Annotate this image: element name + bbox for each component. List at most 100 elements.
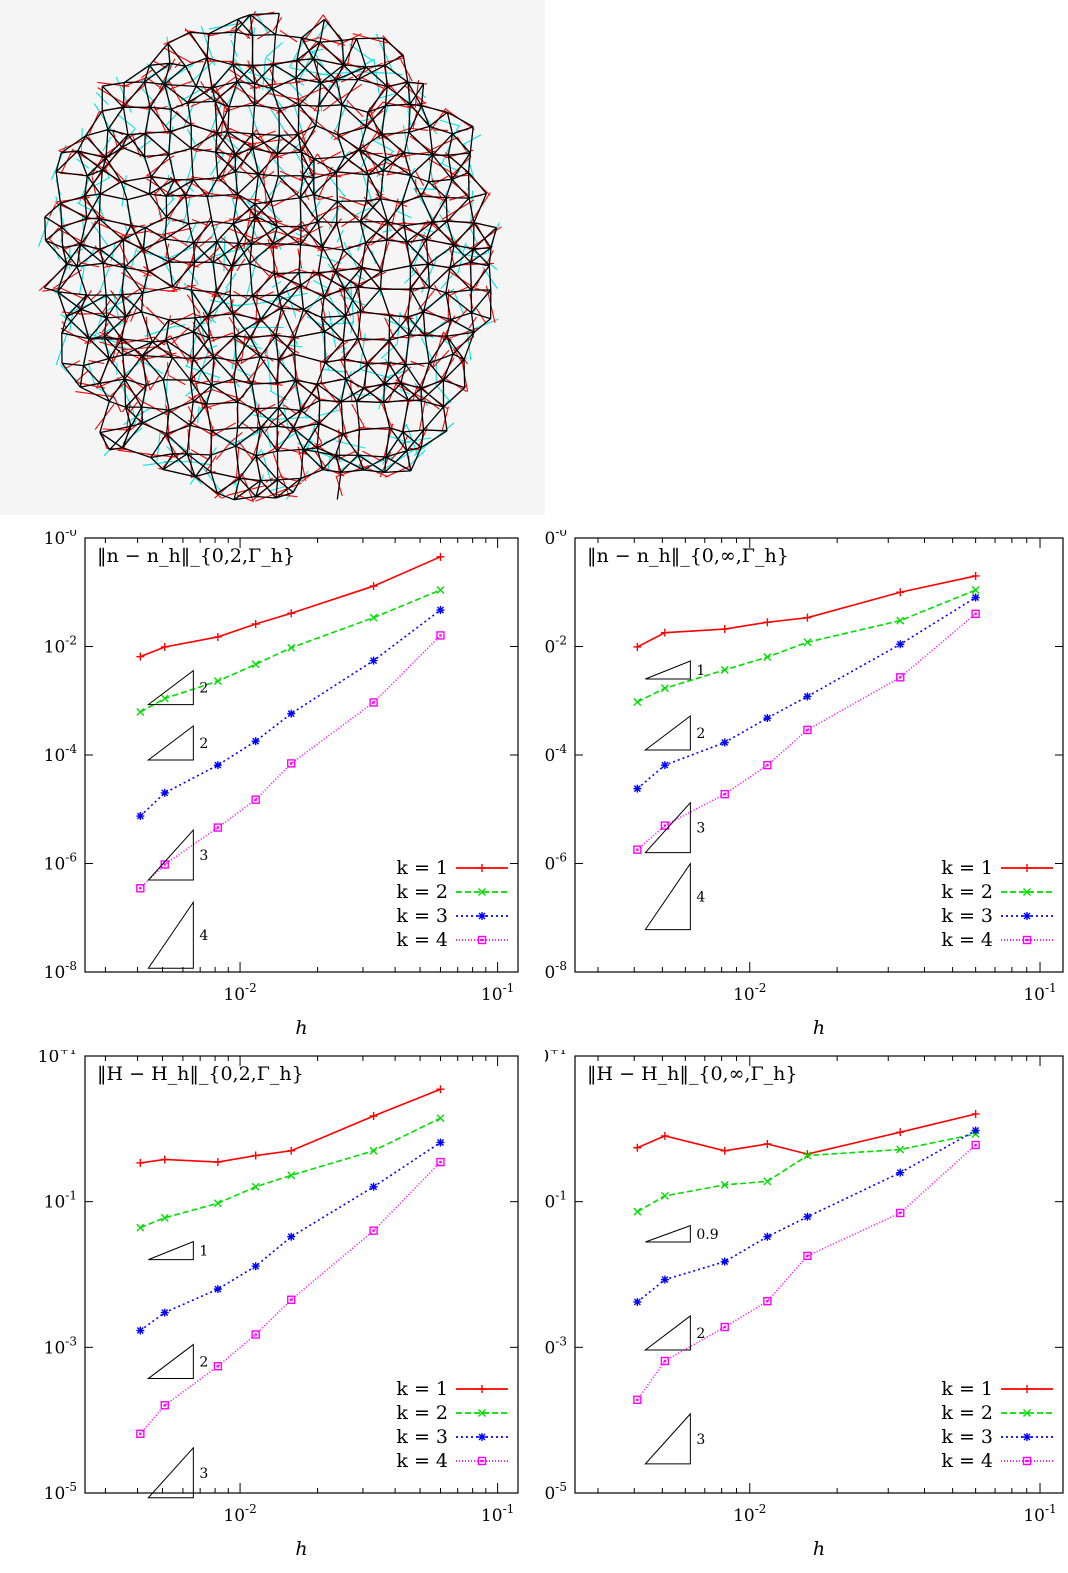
data-point [136, 884, 145, 893]
slope-label: 2 [199, 681, 208, 697]
data-point [896, 1208, 905, 1218]
slope-triangle: 3 [644, 801, 705, 854]
series-line [140, 556, 441, 658]
slope-triangle: 0.9 [645, 1224, 719, 1243]
data-point [896, 616, 905, 625]
y-tick-label: 10-3 [44, 1334, 77, 1358]
data-point [660, 1191, 669, 1200]
chart-title: ‖H − H_h‖_{0,∞,Γ_h} [587, 1063, 797, 1085]
series-line [636, 1144, 977, 1401]
plot-frame [574, 1055, 1064, 1494]
series-k4 [136, 631, 445, 893]
data-point [251, 795, 260, 804]
data-point [287, 709, 296, 718]
data-point [971, 593, 980, 602]
data-point [436, 586, 445, 594]
data-point [633, 1297, 642, 1306]
data-point [803, 725, 812, 735]
slope-triangle: 2 [146, 669, 208, 706]
data-point [896, 588, 905, 597]
slope-triangle: 4 [147, 900, 208, 969]
data-point [369, 613, 378, 622]
legend: k = 1k = 2k = 3k = 4 [396, 1378, 508, 1472]
data-point [213, 1158, 222, 1167]
data-point [369, 1146, 378, 1155]
data-point [287, 1232, 296, 1241]
slope-triangle: 1 [645, 660, 705, 680]
legend-label: k = 3 [941, 1426, 993, 1448]
data-point [160, 1213, 169, 1222]
legend-label: k = 2 [396, 881, 448, 903]
legend-label: k = 3 [941, 905, 993, 927]
data-point [136, 652, 145, 661]
data-point [803, 1212, 812, 1221]
data-point [160, 1155, 169, 1164]
y-tick-label: 10+1 [545, 1050, 567, 1067]
plot-frame [84, 537, 519, 973]
data-point [896, 1128, 905, 1137]
data-point [136, 812, 145, 821]
legend-label: k = 1 [941, 857, 993, 879]
data-point [369, 582, 378, 591]
data-point [436, 631, 445, 640]
legend-label: k = 4 [396, 1450, 448, 1472]
data-point [660, 1356, 670, 1366]
y-tick-label: 10-2 [545, 634, 567, 658]
legend-marker [478, 1409, 486, 1417]
data-point [213, 1362, 223, 1371]
legend-marker [478, 888, 486, 896]
data-point [251, 737, 260, 746]
data-point [369, 1112, 378, 1121]
data-point [160, 788, 169, 797]
y-tick-label: 10-0 [44, 530, 77, 549]
x-tick-label: 10-2 [223, 981, 256, 1005]
data-point [213, 761, 222, 770]
chart-title: ‖n − n_h‖_{0,2,Γ_h} [97, 545, 295, 567]
legend-marker [477, 935, 487, 945]
data-point [971, 571, 980, 580]
data-point [369, 698, 378, 707]
data-point [660, 761, 669, 770]
data-point [369, 1226, 378, 1235]
y-tick-label: 10-4 [44, 742, 78, 766]
series-line [139, 589, 441, 713]
slope-triangle: 2 [146, 725, 208, 761]
series-k1 [633, 571, 980, 651]
slope-label: 2 [696, 1326, 705, 1342]
data-point [803, 1151, 812, 1160]
chart-curvature-l2: 10+1 10-1 10-3 10-5 10-2 10-1 h ‖H − H_h‖_{0,2,… [38, 1050, 519, 1560]
slope-triangle: 3 [147, 828, 208, 881]
data-point [160, 860, 169, 869]
data-point [251, 619, 260, 628]
data-point [251, 660, 260, 669]
data-point [287, 1171, 296, 1180]
legend-label: k = 2 [396, 1402, 448, 1424]
slope-label: 3 [696, 821, 705, 837]
slope-label: 4 [199, 928, 208, 944]
y-tick-label: 10+1 [38, 1050, 77, 1067]
data-point [763, 760, 772, 770]
series-k1 [136, 552, 445, 661]
data-point [896, 640, 905, 649]
slope-label: 1 [696, 663, 705, 679]
y-tick-label: 10-2 [44, 634, 77, 658]
data-point [763, 1139, 772, 1148]
data-point [763, 714, 772, 723]
x-tick-label: 10-2 [223, 1502, 256, 1526]
legend-marker [478, 864, 486, 872]
data-point [213, 632, 222, 641]
data-point [160, 1401, 169, 1410]
series-k2 [136, 1114, 445, 1232]
data-point [971, 1126, 980, 1135]
data-point [436, 1157, 445, 1167]
data-point [436, 606, 445, 615]
data-point [136, 708, 145, 717]
data-point [971, 1140, 980, 1150]
y-tick-label: 10-6 [44, 851, 77, 875]
data-point [436, 1114, 445, 1123]
legend-marker [477, 1456, 487, 1466]
legend-label: k = 2 [941, 1402, 993, 1424]
y-tick-label: 10-8 [545, 959, 567, 983]
series-line [139, 634, 442, 889]
data-point [763, 1296, 772, 1306]
